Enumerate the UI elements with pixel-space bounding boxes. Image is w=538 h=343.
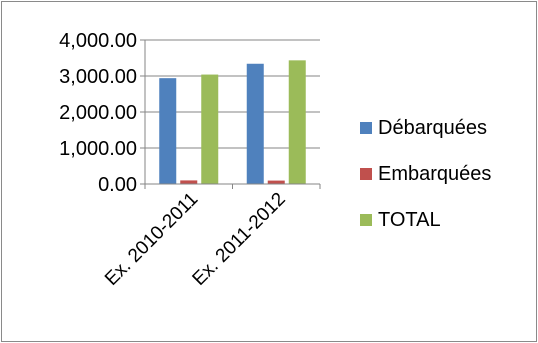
y-tick-label: 3,000.00 [59, 66, 137, 88]
legend-swatch-débarquées [360, 122, 372, 134]
legend-label: Débarquées [378, 117, 487, 139]
y-tick-label: 0.00 [98, 174, 137, 196]
x-tick-label: Ex. 2011-2012 [189, 189, 290, 290]
legend-swatch-embarquées [360, 168, 372, 180]
axes [140, 39, 321, 189]
bar-total-0 [201, 74, 219, 184]
y-tick-label: 1,000.00 [59, 138, 137, 160]
legend: Débarquées Embarquées TOTAL [360, 117, 491, 231]
legend-swatch-total [360, 214, 372, 226]
y-tick-label: 4,000.00 [59, 30, 137, 52]
legend-label: TOTAL [378, 209, 441, 231]
bar-total-1 [288, 60, 306, 185]
bar-embarquées-1 [267, 180, 285, 184]
bar-débarquées-0 [159, 78, 177, 184]
legend-label: Embarquées [378, 163, 491, 185]
x-tick-label: Ex. 2010-2011 [101, 189, 202, 290]
y-tick-labels: 0.00 1,000.00 2,000.00 3,000.00 4,000.00 [59, 30, 137, 196]
bars [159, 60, 306, 185]
bar-embarquées-0 [180, 180, 198, 184]
y-tick-label: 2,000.00 [59, 102, 137, 124]
bar-débarquées-1 [246, 63, 264, 185]
